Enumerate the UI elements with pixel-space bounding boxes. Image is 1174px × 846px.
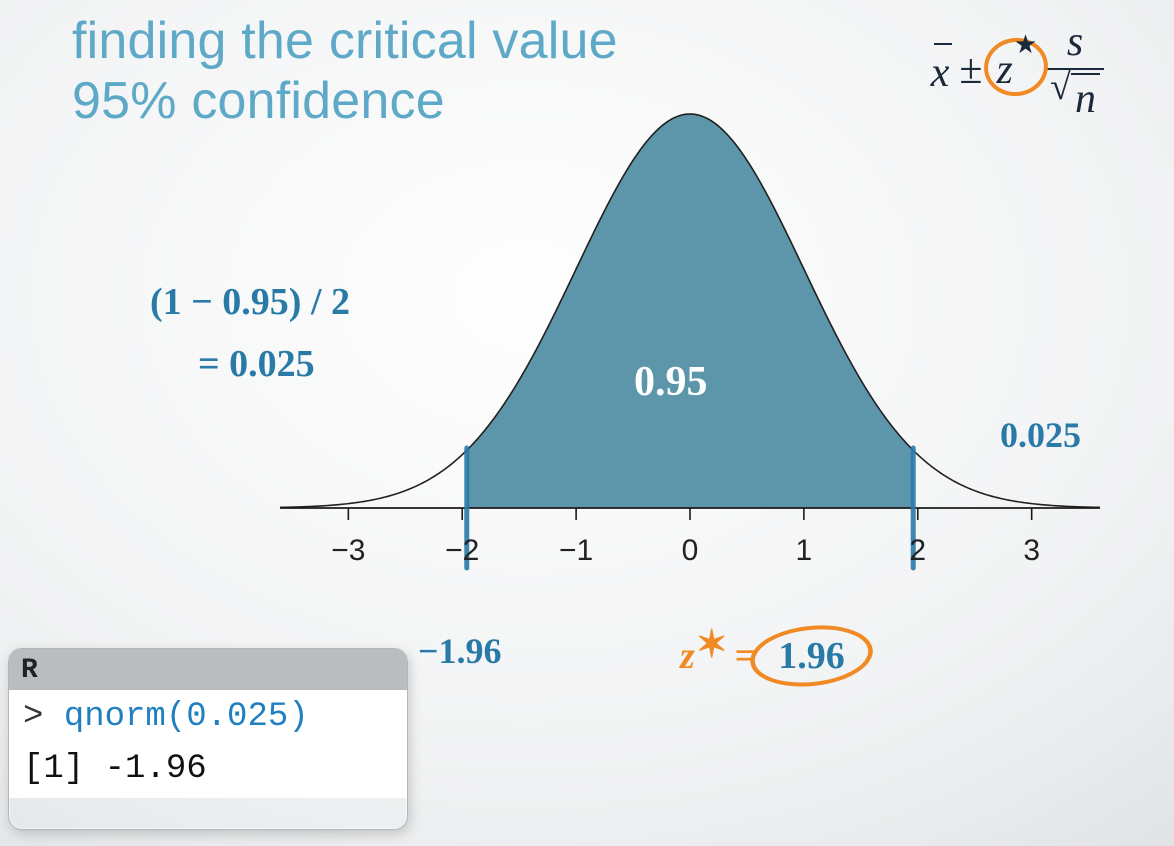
r-console-label: R <box>21 655 38 686</box>
r-command: qnorm(0.025) <box>64 698 309 736</box>
right-tail-text: 0.025 <box>1000 415 1081 455</box>
formula-numerator: s <box>1061 18 1089 68</box>
tail-calc-line1: (1 − 0.95) / 2 <box>150 280 350 324</box>
tail-area-calc: (1 − 0.95) / 2 = 0.025 <box>150 280 350 386</box>
formula-xbar-text: x <box>931 50 950 96</box>
normal-curve-chart <box>280 108 1100 528</box>
right-tail-label: 0.025 <box>1000 414 1081 456</box>
center-area-label: 0.95 <box>634 358 708 406</box>
r-input-line: > qnorm(0.025) <box>23 698 393 736</box>
formula-fraction: s √ n <box>1046 18 1104 122</box>
zstar-eq-z: z <box>680 634 695 678</box>
axis-tick-label: −1 <box>556 534 596 568</box>
axis-tick-label: 1 <box>784 534 824 568</box>
axis-tick-label: 0 <box>670 534 710 568</box>
zstar-value-wrap: 1.96 <box>764 632 859 680</box>
formula-star: ★ <box>1014 30 1037 60</box>
formula-zstar: z ★ <box>992 46 1040 94</box>
axis-tick-label: 3 <box>1012 534 1052 568</box>
zstar-value-circle <box>748 620 876 692</box>
r-output: [1] -1.96 <box>23 750 393 788</box>
ci-formula: x ± z ★ s √ n <box>931 18 1104 122</box>
slide-title-line1: finding the critical value <box>72 12 618 72</box>
zstar-equation: z ✶ = 1.96 <box>680 632 859 680</box>
formula-plusminus: ± <box>959 46 982 94</box>
center-area-text: 0.95 <box>634 359 708 405</box>
left-critical-value: −1.96 <box>418 630 502 672</box>
axis-tick-label: 2 <box>898 534 938 568</box>
r-prompt: > <box>23 698 64 736</box>
axis-tick-label: −3 <box>328 534 368 568</box>
left-crit-text: −1.96 <box>418 631 502 671</box>
axis-tick-label: −2 <box>442 534 482 568</box>
r-console-header: R <box>9 649 407 690</box>
zstar-eq-star: ✶ <box>696 622 728 667</box>
sqrt-icon: √ <box>1050 72 1071 102</box>
r-console-body: > qnorm(0.025) [1] -1.96 <box>9 690 407 798</box>
r-console: R > qnorm(0.025) [1] -1.96 <box>8 648 408 830</box>
chart-svg <box>280 108 1100 588</box>
formula-xbar: x <box>931 43 950 97</box>
xbar-overline <box>934 43 952 45</box>
tail-calc-line2: = 0.025 <box>198 342 350 386</box>
